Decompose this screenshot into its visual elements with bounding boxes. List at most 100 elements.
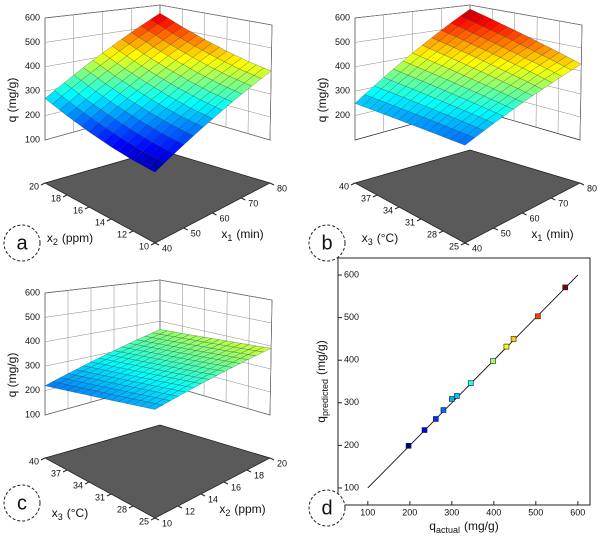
- data-point: [562, 284, 569, 291]
- axis-label-unit: (min): [546, 227, 573, 241]
- tick-mark: [200, 493, 206, 497]
- surface-panel: 100 200 300 400 500 600 10 12 14 16 18 20 25 28 31 34 37…: [5, 279, 287, 528]
- y-tick-label: 28: [427, 229, 437, 239]
- data-point: [421, 427, 428, 433]
- z-tick-label: 300: [335, 86, 350, 96]
- grid-line: [44, 279, 273, 301]
- tick-mark: [350, 182, 356, 186]
- axis-label-unit: (ppm): [234, 502, 265, 516]
- tick-mark: [84, 481, 90, 485]
- z-tick-label: 300: [25, 86, 40, 96]
- y-tick-label: 12: [117, 229, 127, 239]
- x-tick-label: 400: [486, 507, 501, 517]
- tick-mark: [394, 206, 400, 210]
- z-tick-label: 200: [25, 110, 40, 120]
- tick-mark: [460, 242, 466, 246]
- x-tick-label: 200: [402, 507, 417, 517]
- grid-line: [269, 24, 273, 141]
- tick-mark: [177, 505, 183, 509]
- axis-label-unit: (ppm): [62, 231, 93, 245]
- tick-mark: [579, 182, 585, 186]
- tick-mark: [551, 197, 556, 201]
- x-tick-label: 60: [530, 213, 540, 223]
- panel-label: a: [16, 232, 28, 254]
- axis-label-base: x: [221, 227, 227, 241]
- axis-label-sub: 2: [53, 237, 58, 247]
- x-tick-label: 50: [501, 228, 511, 238]
- y-tick-label: 18: [51, 193, 61, 203]
- axis-label-sub: 1: [537, 233, 542, 243]
- z-axis-label: q (mg/g): [315, 78, 329, 123]
- tick-mark: [154, 242, 160, 246]
- tick-mark: [464, 242, 470, 246]
- axis-label-unit: (mg/g): [314, 340, 328, 375]
- x-tick-label: 40: [162, 243, 172, 253]
- axis-label: x3 (°C): [362, 231, 398, 247]
- axis-label: x1 (min): [531, 227, 573, 243]
- axis-label: qactual (mg/g): [429, 519, 498, 535]
- panel-label: b: [321, 232, 332, 254]
- tick-mark: [40, 457, 46, 461]
- x-tick-label: 16: [231, 482, 241, 492]
- y-tick-label: 20: [29, 181, 39, 191]
- axis-label: x2 (ppm): [219, 502, 265, 518]
- axis-label-sub: 1: [227, 233, 232, 243]
- z-tick-label: 600: [25, 12, 40, 22]
- x-tick-label: 40: [472, 243, 482, 253]
- data-point: [535, 313, 541, 320]
- axis-label-base: q: [314, 416, 328, 423]
- z-tick-label: 600: [25, 287, 40, 297]
- tick-mark: [128, 505, 134, 509]
- data-point: [433, 416, 439, 422]
- grid-line: [44, 4, 273, 26]
- y-tick-label: 100: [344, 482, 359, 492]
- x-tick-label: 14: [208, 494, 218, 504]
- panel-badge: [308, 224, 346, 262]
- data-point: [440, 407, 447, 413]
- data-point: [454, 393, 460, 399]
- axis-label-base: x: [52, 506, 58, 520]
- panel-badge: [308, 489, 346, 527]
- plot-frame: [337, 257, 591, 506]
- y-tick-label: 10: [139, 241, 149, 251]
- y-tick-label: 400: [344, 355, 359, 365]
- tick-mark: [438, 230, 444, 234]
- axis-label-unit: (mg/g): [464, 519, 499, 533]
- grid-line: [269, 299, 273, 416]
- panel-label: d: [321, 497, 332, 519]
- axis-label-unit: (°C): [377, 231, 398, 245]
- axis-label-base: x: [219, 502, 225, 516]
- x-tick-label: 70: [248, 198, 258, 208]
- data-point: [449, 396, 455, 402]
- tick-mark: [493, 227, 498, 231]
- z-tick-label: 100: [25, 134, 40, 144]
- y-tick-label: 14: [95, 217, 105, 227]
- axis-label-sub: predicted: [320, 379, 330, 416]
- x-tick-label: 20: [277, 458, 287, 468]
- z-tick-label: 300: [25, 361, 40, 371]
- tick-mark: [416, 218, 422, 222]
- x-tick-label: 500: [528, 507, 543, 517]
- y-tick-label: 37: [51, 468, 61, 478]
- axis-label-unit: (°C): [67, 506, 88, 520]
- tick-mark: [183, 227, 188, 231]
- y-tick-label: 300: [344, 397, 359, 407]
- x-tick-label: 70: [558, 198, 568, 208]
- tick-mark: [269, 457, 275, 461]
- tick-mark: [106, 218, 112, 222]
- tick-mark: [150, 517, 156, 521]
- tick-mark: [128, 230, 134, 234]
- axis-label: x3 (°C): [52, 506, 88, 522]
- y-tick-label: 31: [95, 492, 105, 502]
- axis-label-base: x: [362, 231, 368, 245]
- x-tick-label: 50: [191, 228, 201, 238]
- x-tick-label: 18: [254, 470, 264, 480]
- z-tick-label: 400: [335, 61, 350, 71]
- tick-mark: [62, 469, 68, 473]
- floor: [353, 149, 582, 244]
- x-tick-label: 80: [277, 183, 287, 193]
- z-axis-label: q (mg/g): [5, 353, 19, 398]
